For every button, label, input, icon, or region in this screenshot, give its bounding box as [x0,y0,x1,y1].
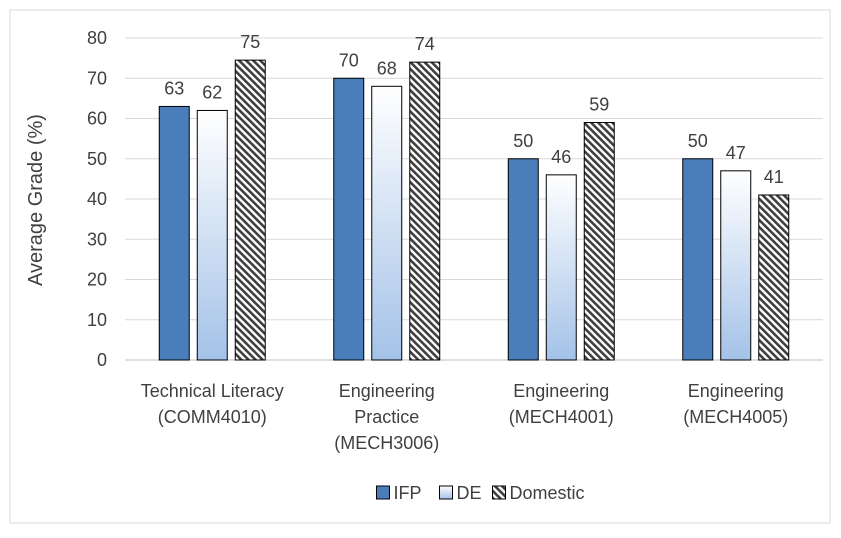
bar-ifp [333,77,365,361]
data-label: 50 [513,131,533,151]
legend-label: IFP [394,483,422,503]
bar-de [720,170,752,361]
bar-domestic [409,61,441,361]
data-label: 74 [415,34,435,54]
data-label: 68 [377,58,397,78]
y-axis-ticks: 0 10 20 30 40 50 60 70 80 [87,28,107,370]
y-tick-label: 30 [87,229,107,249]
legend-label: DE [457,483,482,503]
data-label: 41 [764,167,784,187]
bar-de [545,174,577,361]
bar-ifp [507,158,539,361]
legend-swatch-de [439,485,453,500]
data-label: 47 [726,143,746,163]
data-label: 75 [240,32,260,52]
bar-ifp [682,158,714,361]
bar-de [371,85,403,361]
x-category-label: Technical Literacy (COMM4010) [141,381,284,427]
data-label: 70 [339,50,359,70]
bar-ifp [158,105,190,361]
y-tick-label: 0 [97,350,107,370]
y-tick-label: 50 [87,149,107,169]
x-category-label: Engineering (MECH4001) [509,381,614,427]
legend-swatch-ifp [376,485,390,500]
y-tick-label: 20 [87,270,107,290]
data-label: 62 [202,82,222,102]
y-tick-label: 10 [87,310,107,330]
legend-swatch-domestic [492,485,506,500]
data-label: 59 [589,95,609,115]
y-tick-label: 60 [87,109,107,129]
y-tick-label: 80 [87,28,107,48]
x-category-label: Engineering Practice (MECH3006) [334,381,439,453]
y-axis-label: Average Grade (%) [25,114,47,286]
legend: IFP DE Domestic [376,483,585,503]
bar-domestic [234,59,266,361]
data-label: 63 [164,78,184,98]
bar-domestic [758,194,790,361]
y-tick-label: 70 [87,68,107,88]
bar-domestic [583,122,615,361]
y-tick-label: 40 [87,189,107,209]
bar-de [196,109,228,361]
x-category-label: Engineering (MECH4005) [683,381,788,427]
legend-label: Domestic [510,483,585,503]
bars [158,59,790,361]
data-label: 50 [688,131,708,151]
data-labels: 63 62 75 70 68 74 50 46 59 50 47 41 [164,32,784,187]
data-label: 46 [551,147,571,167]
x-axis-labels: Technical Literacy (COMM4010) Engineering P… [141,381,789,453]
